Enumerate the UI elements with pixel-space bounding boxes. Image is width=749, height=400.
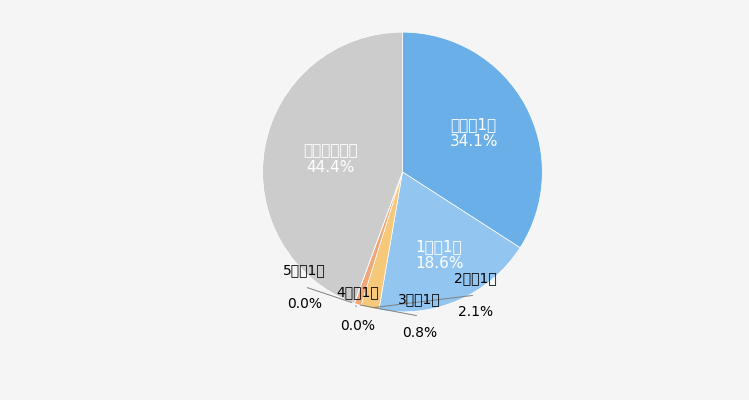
Wedge shape — [379, 172, 520, 312]
Text: 1年に1回
18.6%: 1年に1回 18.6% — [415, 239, 464, 272]
Wedge shape — [354, 172, 402, 303]
Wedge shape — [354, 172, 402, 306]
Wedge shape — [361, 172, 402, 310]
Text: 2年に1回: 2年に1回 — [454, 271, 497, 285]
Text: 3年に1回: 3年に1回 — [398, 292, 440, 306]
Text: 2.1%: 2.1% — [458, 305, 493, 319]
Text: 0.8%: 0.8% — [401, 326, 437, 340]
Text: 4年に1回: 4年に1回 — [336, 285, 379, 299]
Text: 0.0%: 0.0% — [340, 319, 375, 333]
Text: 5年に1回: 5年に1回 — [283, 263, 326, 277]
Text: 更新してない
44.4%: 更新してない 44.4% — [303, 143, 358, 176]
Wedge shape — [263, 32, 402, 303]
Text: 半年に1回
34.1%: 半年に1回 34.1% — [449, 117, 498, 149]
Text: 0.0%: 0.0% — [287, 296, 322, 310]
Wedge shape — [402, 32, 542, 248]
Wedge shape — [354, 172, 402, 303]
